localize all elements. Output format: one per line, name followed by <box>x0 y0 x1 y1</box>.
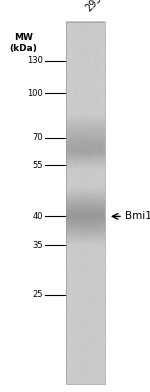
Bar <box>66 22 105 384</box>
Text: 25: 25 <box>32 290 43 299</box>
Text: 293T: 293T <box>83 0 108 14</box>
Text: 100: 100 <box>27 89 43 98</box>
Text: 70: 70 <box>32 134 43 142</box>
Text: 130: 130 <box>27 56 43 65</box>
Text: 35: 35 <box>32 241 43 249</box>
Text: MW
(kDa): MW (kDa) <box>9 33 37 53</box>
Text: 40: 40 <box>32 212 43 221</box>
Text: 55: 55 <box>32 161 43 170</box>
Text: Bmi1: Bmi1 <box>125 211 150 221</box>
